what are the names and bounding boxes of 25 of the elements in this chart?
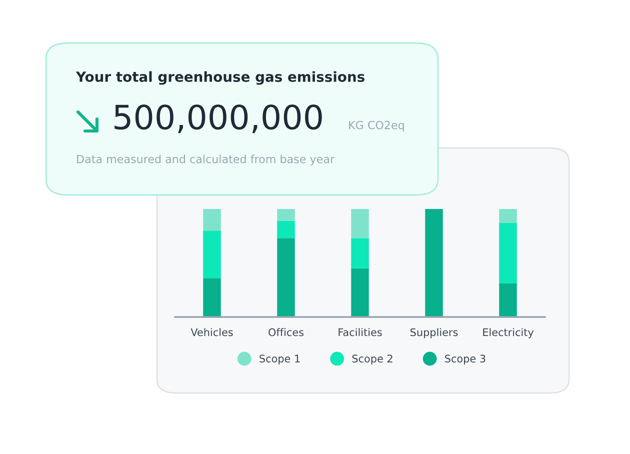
bar: [351, 268, 369, 317]
bar: [277, 238, 295, 317]
bar: [277, 220, 295, 238]
bar: [499, 223, 517, 284]
bar: [203, 230, 221, 278]
bar: [277, 209, 295, 221]
bar: [425, 209, 443, 317]
text: Your total greenhouse gas emissions: [76, 71, 364, 85]
text: Data measured and calculated from base year: [77, 154, 335, 166]
legend-label: Scope 2: [352, 354, 392, 365]
bar: [499, 209, 517, 224]
x-tick-label: Suppliers: [410, 328, 458, 338]
bar: [203, 278, 221, 317]
bar: [499, 284, 517, 317]
bar: [203, 209, 221, 231]
text: KG CO2eq: [349, 120, 404, 132]
x-tick-label: Offices: [268, 328, 304, 336]
legend-label: Scope 1: [260, 354, 300, 365]
x-tick-label: Electricity: [483, 328, 534, 338]
x-tick-label: Facilities: [338, 328, 382, 336]
legend-label: Scope 3: [445, 354, 486, 365]
x-tick-label: Vehicles: [190, 328, 233, 336]
bar: [351, 209, 369, 238]
bar: [351, 238, 369, 268]
text: 500,000,000: [114, 104, 322, 134]
